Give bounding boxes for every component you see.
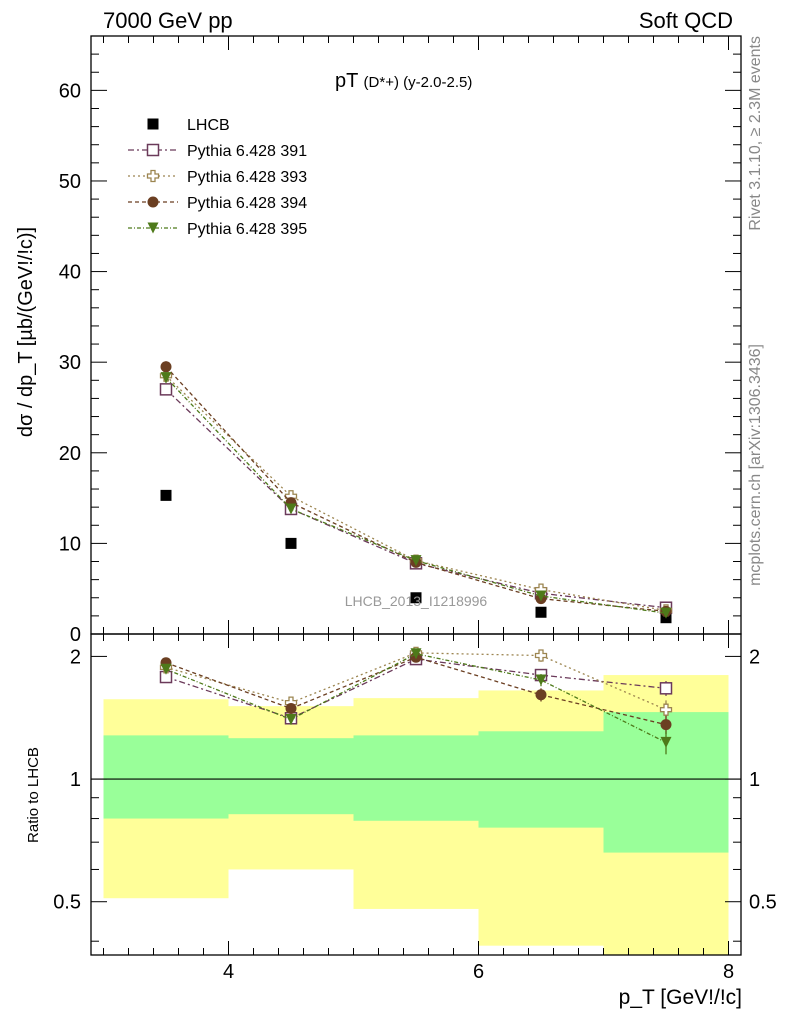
- legend: LHCB Pythia 6.428 391 Pythia 6.428 393 Pyth…: [128, 117, 307, 238]
- y-tick-label: 0: [70, 624, 81, 646]
- ratio-y-axis-label: Ratio to LHCB: [25, 747, 42, 843]
- main-point: [535, 590, 547, 602]
- ratio-point: [535, 674, 547, 686]
- band-inner-1: [228, 738, 354, 815]
- plot-title: pT (D*+) (y-2.0-2.5): [335, 70, 472, 92]
- ratio-frame: [90, 633, 742, 956]
- ratio-line-p393: [165, 652, 667, 711]
- y-axis-label: dσ / dp_T [µb/(GeV!/!c)]: [15, 227, 37, 437]
- ratio-y-tick-label-left: 0.5: [53, 892, 81, 914]
- main-point: [410, 555, 422, 567]
- legend-marker-p391: [146, 143, 160, 157]
- ratio-y-tick-label-right: 1: [749, 769, 760, 791]
- ratio-point: [660, 719, 672, 731]
- main-point: [160, 489, 172, 501]
- plot-title-main: pT: [335, 70, 358, 92]
- rivet-label: Rivet 3.1.10, ≥ 2.3M events: [747, 36, 764, 231]
- main-point: [160, 361, 172, 373]
- legend-label-data: LHCB: [187, 117, 230, 134]
- ratio-point: [659, 682, 673, 695]
- legend-label-p391: Pythia 6.428 391: [187, 143, 307, 160]
- ratio-y-tick-label-left: 2: [70, 646, 81, 668]
- main-series-p391: [159, 383, 673, 614]
- chart-marks: [159, 361, 673, 755]
- ratio-series-p395: [160, 648, 672, 755]
- main-line-p395: [165, 377, 667, 614]
- legend-label-p393: Pythia 6.428 393: [187, 169, 307, 186]
- y-tick-label: 10: [59, 533, 81, 555]
- main-line-p391: [165, 388, 667, 609]
- y-tick-label: 60: [59, 80, 81, 102]
- main-series-p395: [160, 372, 672, 619]
- x-tick-label: 8: [723, 961, 734, 983]
- ratio-point: [660, 736, 672, 748]
- analysis-watermark: LHCB_2013_I1218996: [345, 593, 488, 609]
- main-point: [285, 503, 297, 515]
- ratio-y-tick-label-left: 1: [70, 769, 81, 791]
- y-tick-label: 20: [59, 443, 81, 465]
- ratio-line-p395: [165, 653, 667, 744]
- main-point: [660, 607, 672, 619]
- ratio-point: [659, 703, 673, 716]
- y-tick-label: 40: [59, 262, 81, 284]
- legend-marker-p394: [147, 196, 159, 208]
- main-point: [160, 372, 172, 384]
- legend-marker-p393: [146, 169, 160, 183]
- ratio-point: [285, 714, 297, 726]
- main-line-p394: [165, 366, 667, 612]
- y-tick-label: 30: [59, 352, 81, 374]
- legend-label-p395: Pythia 6.428 395: [187, 221, 307, 238]
- y-tick-label: 50: [59, 171, 81, 193]
- ratio-y-tick-label-right: 2: [749, 646, 760, 668]
- header-left: 7000 GeV pp: [103, 8, 233, 33]
- band-inner-2: [353, 735, 479, 821]
- mcplots-label: mcplots.cern.ch [arXiv:1306.3436]: [747, 344, 764, 586]
- main-series-p394: [160, 361, 672, 617]
- x-tick-label: 6: [473, 961, 484, 983]
- legend-marker-p395: [147, 222, 159, 234]
- main-point: [285, 537, 297, 549]
- main-point: [535, 606, 547, 618]
- band-inner-0: [103, 735, 229, 819]
- plot-title-sub: (D*+) (y-2.0-2.5): [364, 74, 473, 91]
- main-point: [159, 383, 173, 396]
- ratio-point: [285, 702, 297, 714]
- ratio-point: [410, 648, 422, 660]
- main-line-p393: [165, 375, 667, 612]
- ratio-y-tick-label-right: 0.5: [749, 892, 777, 914]
- main-series-p393: [159, 369, 673, 617]
- ratio-point: [535, 689, 547, 701]
- legend-label-p394: Pythia 6.428 394: [187, 195, 307, 212]
- ratio-point: [534, 649, 548, 662]
- legend-marker-data: [147, 118, 159, 130]
- x-axis-label: p_T [GeV!/!c]: [619, 986, 742, 1009]
- main-point: [410, 592, 422, 604]
- x-tick-label: 4: [223, 961, 234, 983]
- ratio-panel: 4 6 8 0.5 0.5 1 1 2 2: [53, 633, 777, 983]
- ratio-point: [160, 663, 172, 675]
- header-right: Soft QCD: [639, 8, 733, 33]
